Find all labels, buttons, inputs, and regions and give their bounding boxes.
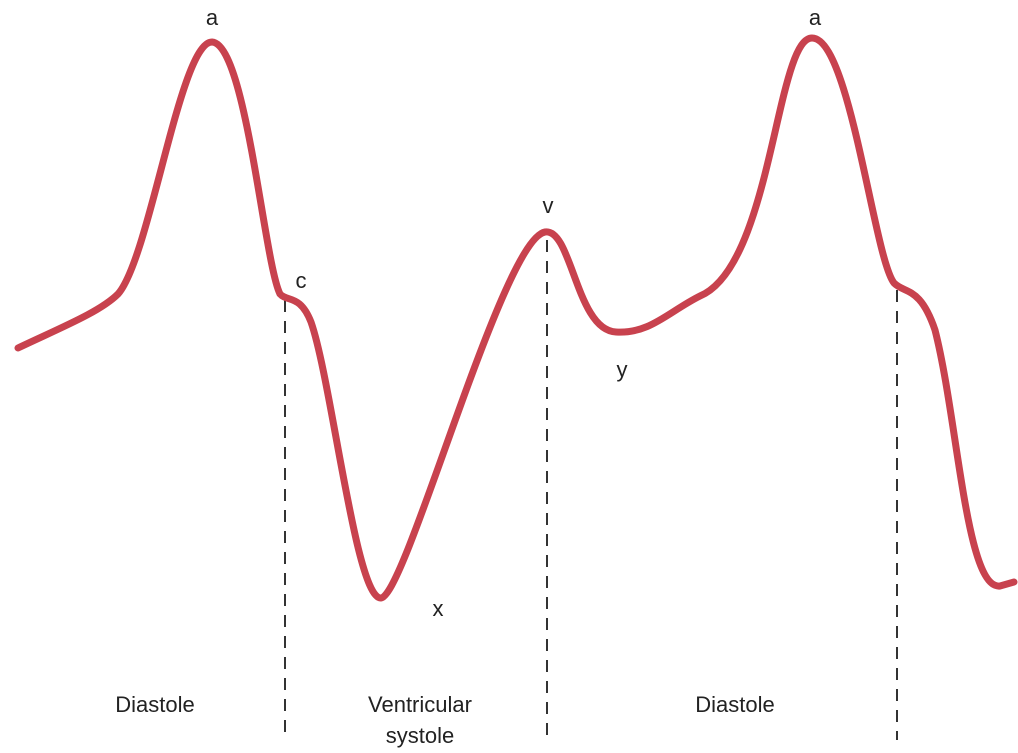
- phase-label: Diastole: [115, 692, 194, 717]
- phase-label: systole: [386, 723, 454, 748]
- wave-label: a: [809, 5, 822, 30]
- wave-label: v: [543, 193, 554, 218]
- wave-label: c: [296, 268, 307, 293]
- phase-label: Ventricular: [368, 692, 472, 717]
- wave-label: a: [206, 5, 219, 30]
- phase-label: Diastole: [695, 692, 774, 717]
- waveform: [14, 34, 1018, 602]
- wave-label: y: [617, 357, 628, 382]
- wave-label: x: [433, 596, 444, 621]
